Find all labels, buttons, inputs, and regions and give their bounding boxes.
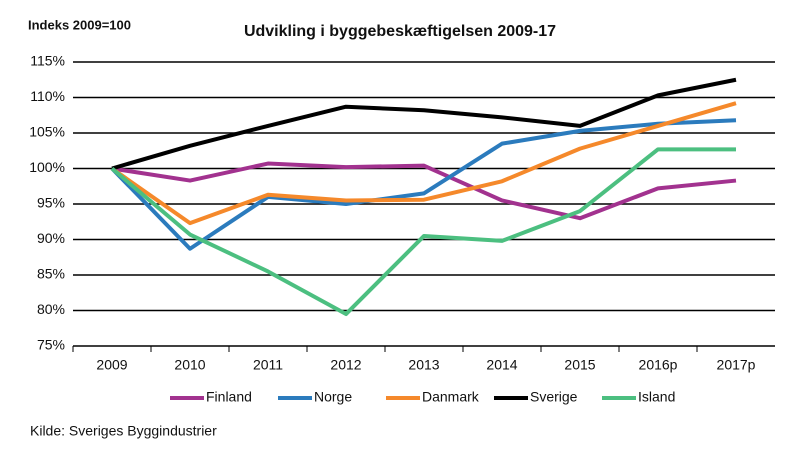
series-line [110,101,737,226]
y-tick-label: 75% [37,337,65,353]
chart-title: Udvikling i byggebeskæftigelsen 2009-17 [244,23,556,40]
x-tick-label: 2010 [174,357,205,373]
y-axis-label: Indeks 2009=100 [28,17,131,32]
series-line [110,147,736,317]
x-tick-label: 2009 [96,357,127,373]
y-tick-label: 110% [30,88,65,104]
x-tick-label: 2017p [717,357,756,373]
legend-label: Norge [314,389,352,405]
series-line [110,118,737,251]
x-tick-label: 2014 [486,357,517,373]
y-tick-label: 95% [37,195,65,211]
x-tick-label: 2016p [639,357,678,373]
x-tick-label: 2011 [253,357,283,373]
series-line [111,161,737,221]
x-tick-label: 2013 [408,357,439,373]
x-tick-label: 2012 [330,357,361,373]
series-line [111,77,737,171]
y-tick-label: 105% [29,124,65,140]
x-tick-label: 2015 [564,357,595,373]
y-tick-label: 100% [29,159,65,175]
legend-label: Finland [206,389,252,405]
y-tick-label: 90% [37,230,65,246]
y-tick-label: 85% [37,266,65,282]
source: Kilde: Sveriges Byggindustrier [30,423,217,439]
y-tick-label: 115% [30,53,65,69]
y-tick-label: 80% [37,301,65,317]
legend-label: Sverige [530,389,578,405]
legend-label: Danmark [422,389,480,405]
legend-label: Island [638,389,675,405]
